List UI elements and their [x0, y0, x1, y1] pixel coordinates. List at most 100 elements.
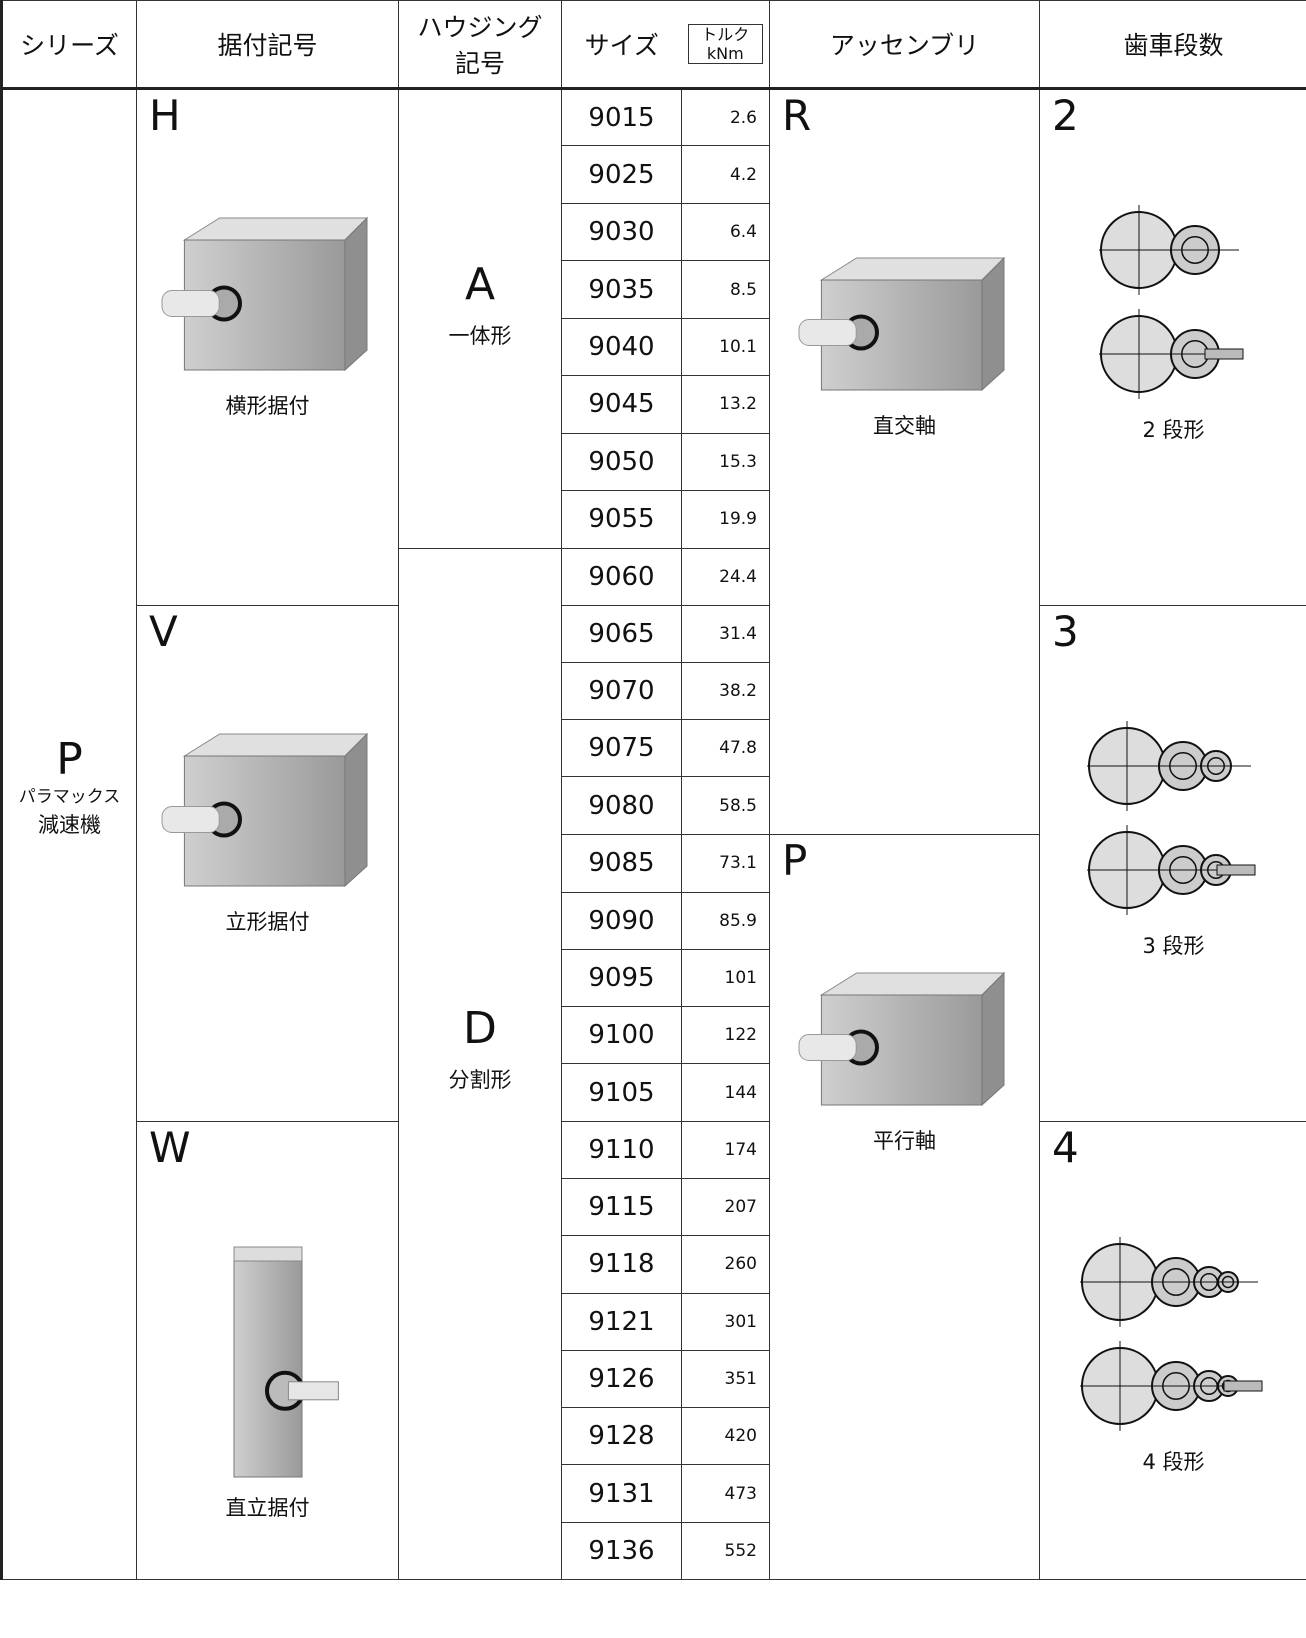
group-content: P 平行軸: [770, 835, 1039, 1579]
code: W: [149, 1122, 191, 1172]
gear-unit-picture: [798, 256, 1005, 392]
size-cell: 9110: [561, 1120, 682, 1179]
torque-cell: 58.5: [681, 776, 770, 835]
group-label: 立形据付: [225, 909, 310, 934]
picture-block: 2 段形: [1040, 200, 1306, 444]
gear-diagram: [1086, 720, 1251, 811]
group-cell: 2 2 段形: [1039, 88, 1306, 606]
picture-block: 平行軸: [770, 965, 1039, 1155]
torque-cell: 24.4: [681, 547, 770, 606]
table-row: 9040 10.1: [2, 317, 1306, 377]
gear-unit-picture: [798, 971, 1005, 1106]
table-row: 9100 122: [2, 1006, 1306, 1065]
header-cell: シリーズ: [1, 0, 137, 90]
size-cell: 9100: [561, 1006, 682, 1065]
group-content: 2 2 段形: [1040, 90, 1306, 605]
size-cell: 9126: [561, 1349, 682, 1409]
gear-unit-picture: [161, 216, 368, 372]
torque-cell: 19.9: [681, 490, 770, 549]
group-cell: 4 4 段形: [1039, 1120, 1306, 1581]
torque-cell: 101: [681, 949, 770, 1008]
torque-cell: 122: [681, 1006, 770, 1065]
gear-diagram: [1079, 1236, 1258, 1327]
group-content: D 分割形: [399, 549, 561, 1579]
header-cell: アッセンブリ: [769, 0, 1040, 90]
housing-code: D: [463, 1003, 497, 1055]
picture-block: 3 段形: [1040, 716, 1306, 960]
torque-cell: 6.4: [681, 202, 770, 262]
header-line: kNm: [706, 44, 744, 63]
size-cell: 9075: [561, 719, 682, 778]
table-row: V 立形据付 9065 31.4 3 3 段形: [2, 604, 1306, 1122]
housing-block: D 分割形: [399, 1003, 561, 1094]
size-cell: 9070: [561, 662, 682, 721]
header-cell: トルク kNm: [681, 0, 770, 90]
table-row: 9095 101: [2, 949, 1306, 1008]
torque-cell: 351: [681, 1349, 770, 1409]
group-cell: H 横形据付: [136, 88, 399, 606]
torque-cell: 13.2: [681, 375, 770, 434]
header-cell: サイズ: [561, 0, 682, 90]
series-name: パラマックス: [18, 786, 121, 807]
group-label: 直交軸: [873, 414, 936, 438]
picture-block: 直立据付: [137, 1242, 398, 1522]
gear-unit-picture: [233, 1246, 339, 1478]
gear-unit-picture: [161, 732, 368, 887]
group-cell: V 立形据付: [136, 604, 399, 1122]
torque-cell: 8.5: [681, 260, 770, 319]
size-cell: 9115: [561, 1177, 682, 1237]
code: R: [782, 91, 812, 140]
size-cell: 9045: [561, 375, 682, 434]
picture-block: 横形据付: [137, 210, 398, 420]
code: P: [782, 835, 808, 885]
torque-cell: 2.6: [681, 87, 770, 147]
torque-cell: 10.1: [681, 317, 770, 377]
torque-cell: 473: [681, 1464, 770, 1523]
table-row: W 直立据付 9110 174 4 4 段形: [2, 1120, 1306, 1581]
table-body: P パラマックス 減速機 H 横形据付 A 一体形 9015 2.6 R 直交軸 2 2 段形 902…: [1, 87, 1306, 1581]
table-row: 9080 58.5: [2, 776, 1306, 835]
group-content: H 横形据付: [137, 90, 398, 605]
table-row: 9090 85.9: [2, 891, 1306, 951]
series-code: P: [56, 733, 83, 785]
size-cell: 9035: [561, 260, 682, 319]
picture-block: 4 段形: [1040, 1232, 1306, 1476]
table-row: 9105 144: [2, 1063, 1306, 1122]
gear-diagram: [1098, 309, 1243, 399]
group-content: 4 4 段形: [1040, 1122, 1306, 1580]
header-line: ハウジング: [417, 13, 543, 42]
code: 2: [1052, 91, 1079, 140]
group-cell: R 直交軸: [769, 88, 1040, 835]
table-row: 9070 38.2: [2, 662, 1306, 721]
torque-cell: 260: [681, 1235, 770, 1294]
header-row: シリーズ 据付記号 ハウジング 記号 サイズ トルク kNm アッセンブリ 歯車段数: [1, 0, 1306, 90]
size-cell: 9060: [561, 547, 682, 606]
gear-diagram: [1098, 205, 1239, 295]
size-cell: 9080: [561, 776, 682, 835]
torque-cell: 4.2: [681, 145, 770, 204]
code: 3: [1052, 606, 1079, 656]
group-label: 平行軸: [873, 1128, 936, 1153]
group-content: V 立形据付: [137, 606, 398, 1121]
table-row: 9136 552: [2, 1521, 1306, 1581]
group-label: 横形据付: [225, 394, 310, 418]
table-row: 9075 47.8: [2, 719, 1306, 778]
size-cell: 9040: [561, 317, 682, 377]
housing-label: 分割形: [448, 1068, 512, 1093]
torque-cell: 31.4: [681, 604, 770, 664]
size-cell: 9090: [561, 891, 682, 951]
gear-diagram: [1086, 824, 1255, 915]
group-label: 3 段形: [1142, 933, 1205, 958]
size-cell: 9121: [561, 1292, 682, 1351]
size-cell: 9105: [561, 1063, 682, 1122]
table-row: 9118 260: [2, 1235, 1306, 1294]
group-content: 3 3 段形: [1040, 606, 1306, 1121]
header-line: トルク: [701, 25, 750, 44]
header-cell: 据付記号: [136, 0, 399, 90]
table-row: 9128 420: [2, 1407, 1306, 1466]
group-cell: D 分割形: [398, 547, 562, 1581]
torque-cell: 85.9: [681, 891, 770, 951]
table-row: 9121 301: [2, 1292, 1306, 1351]
picture-block: 立形据付: [137, 726, 398, 936]
header-line: 記号: [454, 49, 505, 78]
